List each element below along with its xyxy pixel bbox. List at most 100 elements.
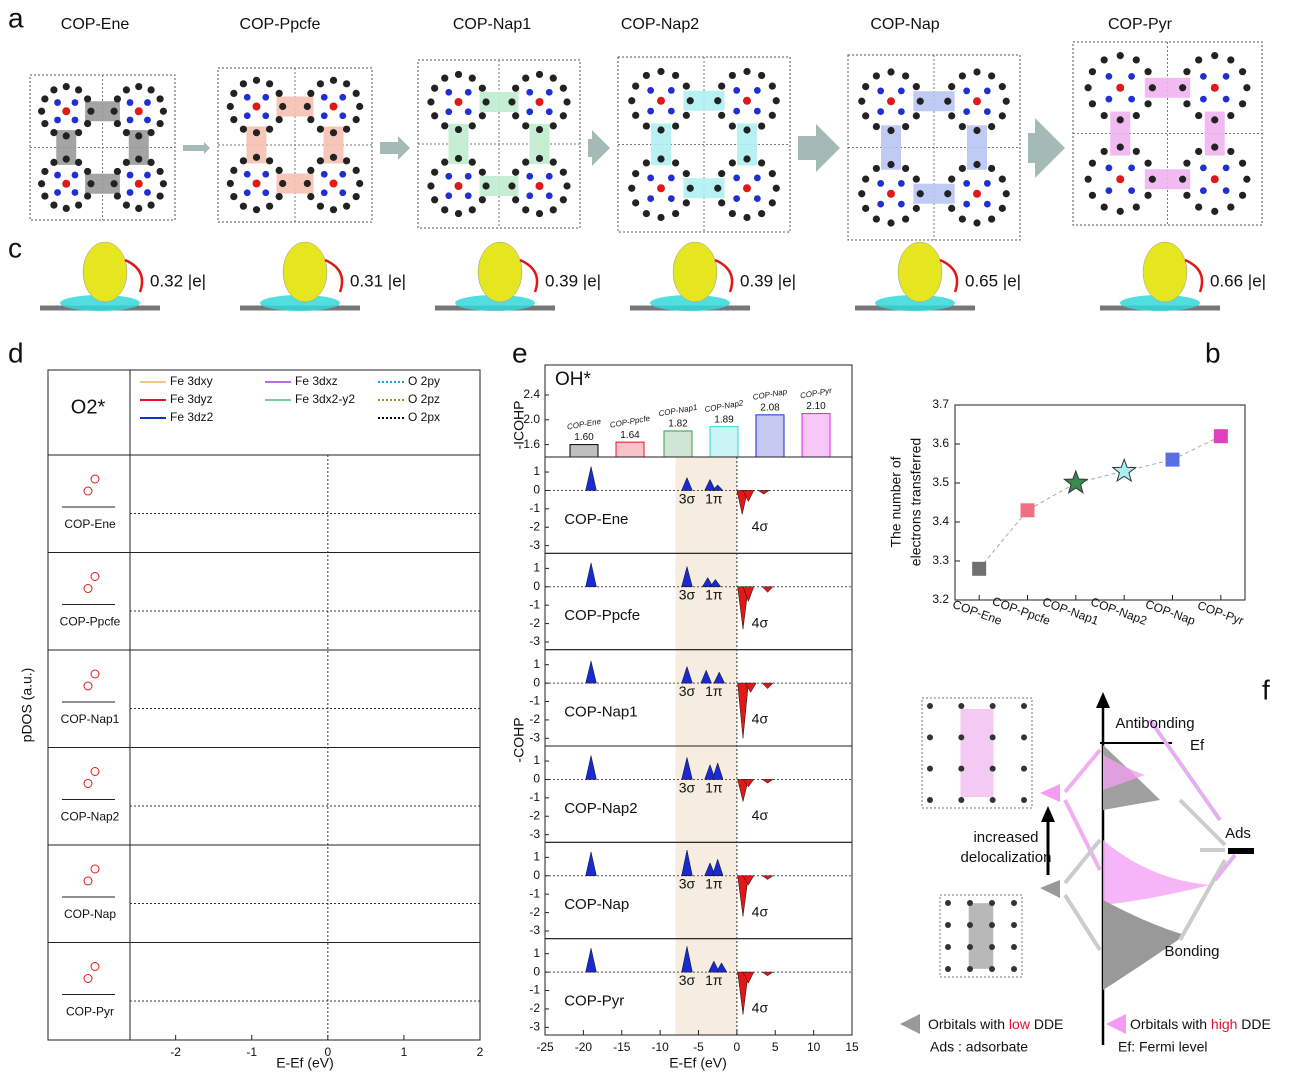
- atom: [72, 189, 79, 196]
- atom: [718, 199, 725, 206]
- atom: [1149, 176, 1156, 183]
- atom: [479, 169, 486, 176]
- cohp-peak: [738, 683, 749, 738]
- atom: [230, 167, 237, 174]
- atom: [160, 180, 167, 187]
- atom: [522, 122, 529, 129]
- atom: [482, 98, 489, 105]
- atom: [927, 734, 933, 740]
- density-yellow: [673, 242, 717, 302]
- atom: [668, 87, 675, 94]
- atom: [550, 159, 557, 166]
- cohp-peak: [762, 683, 773, 689]
- atom: [858, 98, 865, 105]
- atom: [508, 182, 515, 189]
- adsorbate: [84, 585, 92, 593]
- mini-linker: [961, 709, 994, 797]
- bar-value-label: 1.64: [620, 430, 640, 441]
- pdos-header: O2*: [71, 396, 106, 418]
- cohp-peak: [762, 587, 773, 593]
- adsorbate: [91, 963, 99, 971]
- atom: [1183, 160, 1190, 167]
- atom: [999, 205, 1006, 212]
- atom: [41, 120, 48, 127]
- legend-text: Orbitals with low DDE: [928, 1016, 1063, 1032]
- atom: [1243, 176, 1250, 183]
- atom: [862, 205, 869, 212]
- atom: [240, 203, 247, 210]
- atom: [945, 922, 951, 928]
- atom: [1101, 112, 1108, 119]
- atom: [672, 122, 679, 129]
- atom: [63, 83, 70, 90]
- metal-atom: [743, 184, 751, 192]
- atom: [317, 157, 324, 164]
- atom: [230, 116, 237, 123]
- legend-text-part: Orbitals with: [928, 1016, 1009, 1032]
- charge-label: 0.39 |e|: [740, 271, 796, 290]
- atom: [41, 168, 48, 175]
- bar: [756, 415, 784, 457]
- atom: [123, 129, 130, 136]
- atom: [1200, 73, 1207, 80]
- structure-name: COP-Nap1: [453, 16, 531, 33]
- label: Ef: [1190, 737, 1205, 754]
- atom: [135, 132, 142, 139]
- atom: [990, 734, 996, 740]
- density-yellow: [283, 242, 327, 302]
- atom: [1128, 73, 1135, 80]
- atom: [41, 192, 48, 199]
- atom: [54, 117, 61, 124]
- atom: [1089, 160, 1096, 167]
- metal-atom: [1211, 175, 1219, 183]
- atom: [887, 68, 894, 75]
- atom: [984, 88, 991, 95]
- label: Ads: [1225, 825, 1251, 842]
- plot-frame: [955, 405, 1245, 600]
- atom: [84, 120, 91, 127]
- atom: [1239, 160, 1246, 167]
- atom: [1117, 208, 1124, 215]
- cohp-peak: [762, 779, 773, 783]
- atom: [50, 129, 57, 136]
- atom: [479, 85, 486, 92]
- atom: [147, 201, 154, 208]
- metal-atom: [62, 107, 70, 115]
- atom: [873, 215, 880, 222]
- transfer-arrow: [1185, 260, 1202, 292]
- x-axis-title: E-Ef (eV): [669, 1055, 727, 1071]
- y-tick-label: -3: [529, 538, 540, 552]
- bonding-pink: [1103, 840, 1210, 905]
- point: [972, 562, 986, 576]
- atom: [769, 199, 776, 206]
- atom: [244, 171, 251, 178]
- atom: [999, 176, 1006, 183]
- label: Antibonding: [1115, 715, 1194, 732]
- atom: [773, 185, 780, 192]
- atom: [1144, 192, 1151, 199]
- y-tick-label: 1: [533, 657, 540, 671]
- atom: [546, 89, 553, 96]
- y-axis-title: electrons transferred: [908, 438, 924, 566]
- atom: [917, 190, 924, 197]
- atom: [1105, 73, 1112, 80]
- atom: [244, 94, 251, 101]
- atom: [683, 83, 690, 90]
- bar-category: COP-Nap: [752, 387, 788, 402]
- atom: [1133, 56, 1140, 63]
- orbital-label: 4σ: [752, 614, 769, 630]
- atom: [307, 116, 314, 123]
- y-tick-label: -2: [529, 808, 540, 822]
- y-tick-label: 3.5: [932, 475, 949, 489]
- atom: [114, 95, 121, 102]
- atom: [1085, 84, 1092, 91]
- atom: [321, 112, 328, 119]
- orbital-label: 3σ: [679, 972, 696, 988]
- legend-label: Fe 3dz2: [170, 410, 214, 424]
- atom: [1200, 164, 1207, 171]
- cohp-peak: [586, 852, 597, 876]
- arrow-head: [1041, 806, 1055, 822]
- atom: [560, 196, 567, 203]
- atom: [989, 944, 995, 950]
- atom: [479, 112, 486, 119]
